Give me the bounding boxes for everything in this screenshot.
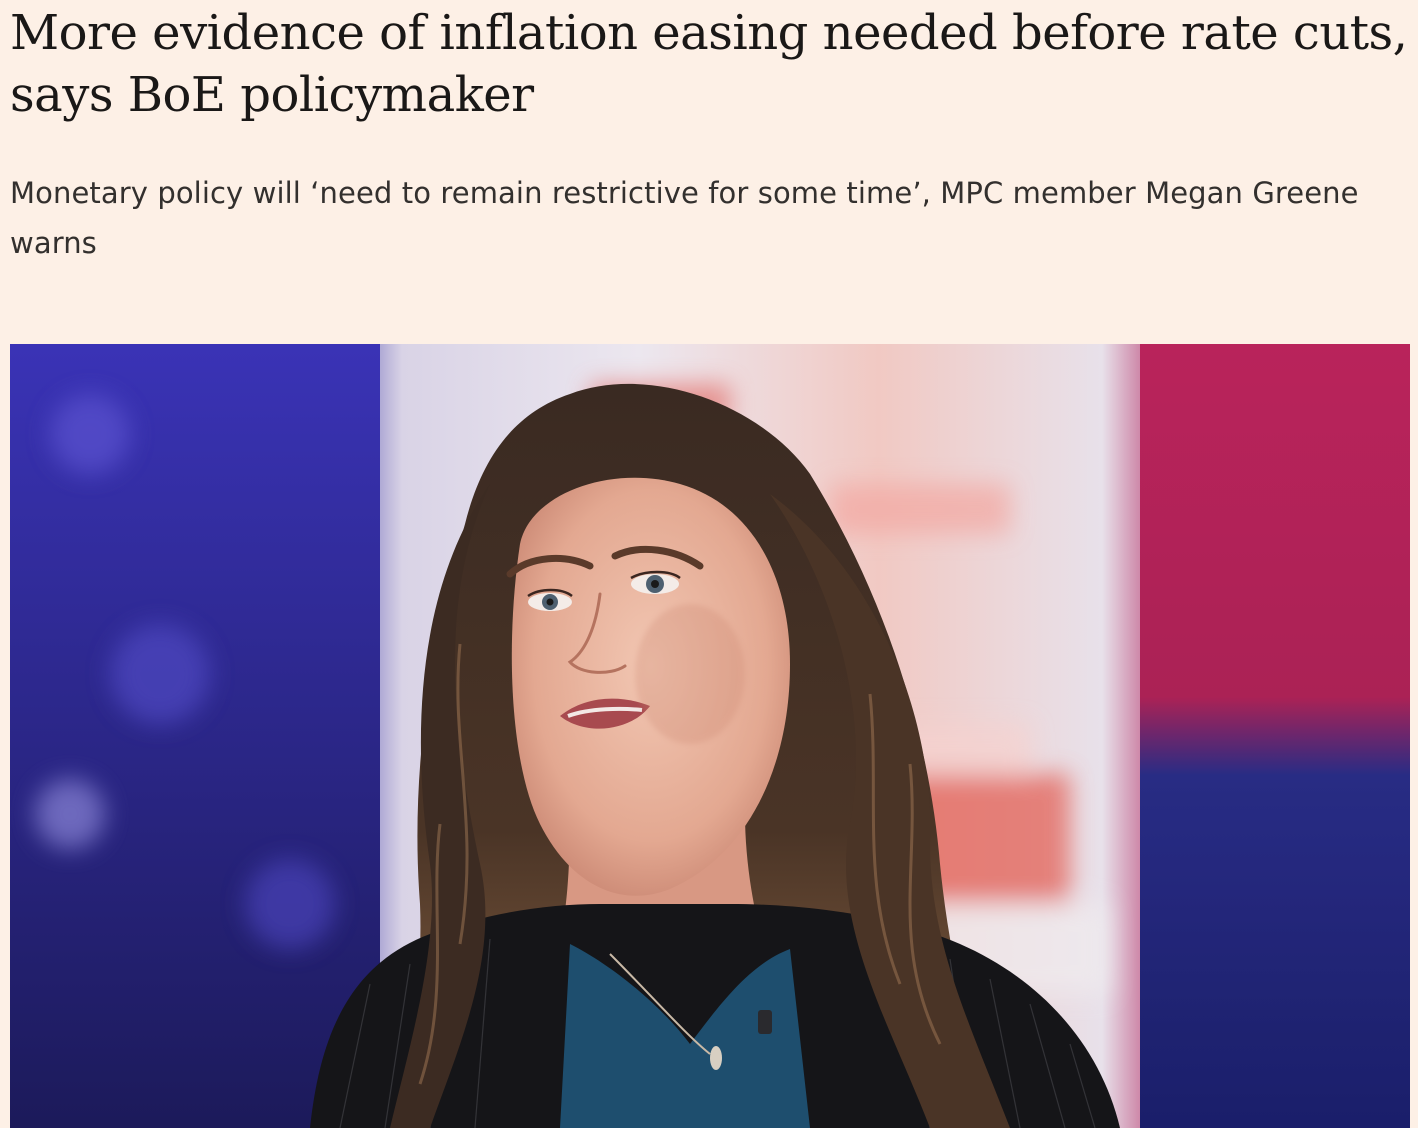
hero-photo-portrait <box>10 344 1410 1128</box>
article-standfirst: Monetary policy will ‘need to remain res… <box>10 176 1359 260</box>
hero-image <box>10 344 1410 1128</box>
article-headline: More evidence of inflation easing needed… <box>10 5 1408 123</box>
